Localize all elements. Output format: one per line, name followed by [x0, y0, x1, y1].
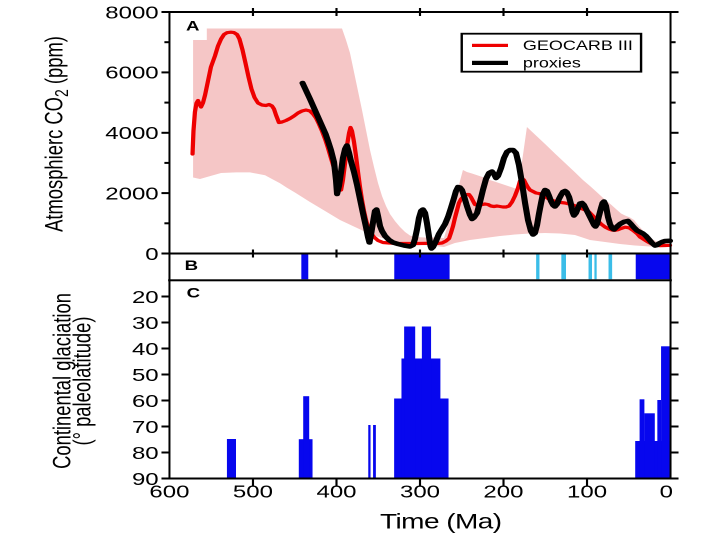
svg-text:6000: 6000 [105, 63, 158, 83]
svg-text:A: A [186, 18, 200, 33]
svg-text:60: 60 [132, 392, 159, 412]
svg-text:50: 50 [132, 366, 159, 386]
svg-text:90: 90 [132, 470, 159, 490]
svg-text:Time (Ma): Time (Ma) [380, 511, 502, 534]
svg-text:200: 200 [483, 482, 523, 502]
svg-text:8000: 8000 [105, 3, 158, 23]
svg-text:40: 40 [132, 340, 159, 360]
svg-text:C: C [187, 286, 201, 301]
svg-text:Continental glaciation(° paleo: Continental glaciation(° paleolatitude) [48, 293, 96, 469]
svg-text:0: 0 [145, 245, 158, 265]
svg-text:B: B [185, 258, 199, 273]
svg-text:GEOCARB III: GEOCARB III [523, 39, 633, 53]
svg-text:4000: 4000 [105, 124, 158, 144]
svg-text:80: 80 [132, 444, 159, 464]
svg-text:Atmosphierc CO2 (ppm): Atmosphierc CO2 (ppm) [40, 36, 72, 232]
svg-text:20: 20 [132, 288, 159, 308]
svg-text:300: 300 [400, 482, 440, 502]
svg-text:0: 0 [660, 482, 673, 502]
svg-text:100: 100 [567, 482, 607, 502]
svg-text:30: 30 [132, 314, 159, 334]
svg-text:proxies: proxies [523, 56, 581, 70]
svg-text:400: 400 [317, 482, 357, 502]
svg-text:2000: 2000 [105, 184, 158, 204]
svg-text:500: 500 [233, 482, 273, 502]
svg-text:600: 600 [149, 482, 189, 502]
svg-text:70: 70 [132, 418, 159, 438]
